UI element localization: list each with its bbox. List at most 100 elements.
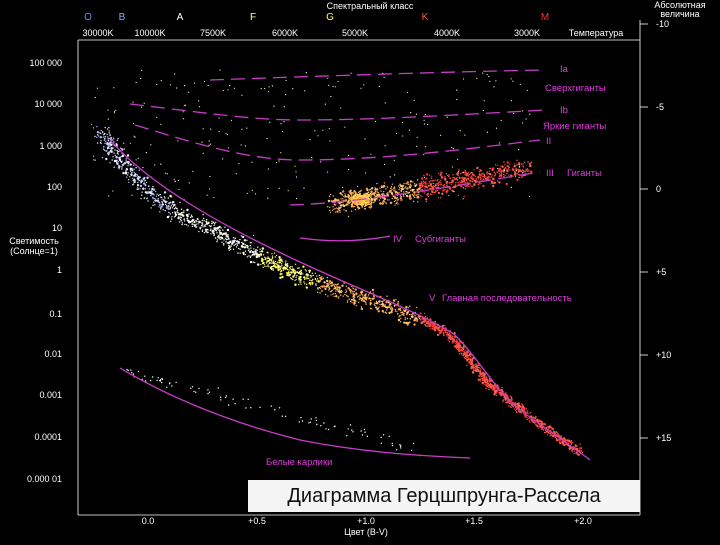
- spectral-class-axis: Спектральный класс O B A F G K M: [84, 1, 549, 23]
- star-point: [450, 181, 452, 184]
- star-point: [421, 184, 424, 187]
- star-point: [111, 149, 113, 151]
- star-point: [328, 289, 330, 291]
- class-wd-label: Белые карлики: [266, 457, 332, 468]
- star-point: [304, 278, 306, 280]
- star-point: [163, 191, 167, 194]
- star-point: [451, 189, 454, 192]
- star-point: [295, 278, 297, 281]
- star-point: [471, 172, 473, 174]
- temp-tick-3000: 3000K: [514, 28, 540, 38]
- star-point: [103, 139, 106, 141]
- star-point: [527, 161, 529, 163]
- star-point: [441, 328, 444, 331]
- star-point: [574, 445, 576, 447]
- star-point: [397, 203, 399, 205]
- star-point: [489, 386, 491, 388]
- star-point: [543, 431, 546, 434]
- star-point: [228, 249, 230, 251]
- star-point: [405, 194, 409, 198]
- star-point: [391, 189, 393, 191]
- star-point: [457, 346, 460, 349]
- star-point: [141, 69, 143, 71]
- star-point: [284, 415, 287, 418]
- star-point: [140, 181, 143, 184]
- star-point: [486, 172, 488, 174]
- star-point: [144, 375, 146, 377]
- star-point: [518, 163, 520, 165]
- star-point: [364, 207, 366, 210]
- star-point: [309, 139, 311, 141]
- star-point: [448, 334, 451, 337]
- star-point: [394, 304, 396, 307]
- star-point: [399, 197, 402, 200]
- star-point: [383, 191, 385, 193]
- star-point: [448, 194, 450, 197]
- star-point: [264, 258, 267, 261]
- class-line-ib: [129, 103, 546, 121]
- star-point: [416, 145, 418, 147]
- star-point: [348, 169, 350, 171]
- star-point: [385, 312, 388, 314]
- star-point: [358, 197, 361, 199]
- star-point: [514, 409, 517, 411]
- star-point: [224, 232, 227, 235]
- star-point: [404, 317, 406, 319]
- star-point: [156, 195, 158, 197]
- star-point: [255, 249, 257, 251]
- star-point: [467, 177, 470, 180]
- star-point: [360, 299, 363, 302]
- star-point: [521, 176, 523, 178]
- star-point: [373, 296, 375, 298]
- star-point: [188, 182, 190, 184]
- star-point: [444, 331, 447, 333]
- star-point: [345, 195, 347, 197]
- star-point: [204, 228, 208, 231]
- star-point: [363, 84, 365, 86]
- star-point: [505, 182, 508, 186]
- star-point: [477, 370, 479, 373]
- star-point: [470, 178, 473, 180]
- star-point: [458, 353, 461, 355]
- star-point: [169, 194, 172, 198]
- star-point: [246, 256, 248, 258]
- star-point: [288, 271, 290, 273]
- star-point: [198, 220, 201, 224]
- star-point: [518, 402, 520, 404]
- star-point: [463, 78, 465, 80]
- star-point: [260, 263, 262, 266]
- star-point: [376, 306, 378, 308]
- star-point: [209, 225, 212, 228]
- star-point: [455, 348, 457, 350]
- star-point: [460, 172, 462, 175]
- star-point: [271, 255, 274, 257]
- star-point: [120, 161, 123, 163]
- star-point: [519, 170, 521, 172]
- star-point: [520, 403, 523, 405]
- star-point: [391, 307, 393, 310]
- star-point: [216, 241, 218, 243]
- star-point: [210, 233, 212, 235]
- star-point: [113, 141, 115, 143]
- star-point: [403, 182, 405, 184]
- star-point: [431, 185, 433, 188]
- star-point: [227, 233, 229, 236]
- star-point: [353, 298, 355, 300]
- star-point: [422, 182, 424, 185]
- star-point: [354, 288, 357, 291]
- star-point: [482, 72, 484, 74]
- star-point: [521, 407, 524, 410]
- star-point: [278, 407, 281, 409]
- star-point: [373, 304, 375, 306]
- star-point: [292, 88, 294, 90]
- star-point: [471, 185, 474, 188]
- star-point: [379, 303, 381, 306]
- star-point: [506, 161, 509, 164]
- class-ib-name: Ib: [560, 105, 568, 116]
- star-point: [104, 126, 106, 129]
- star-point: [378, 199, 381, 201]
- star-point: [237, 241, 240, 244]
- star-point: [274, 256, 276, 258]
- star-point: [188, 91, 190, 93]
- star-point: [286, 274, 289, 276]
